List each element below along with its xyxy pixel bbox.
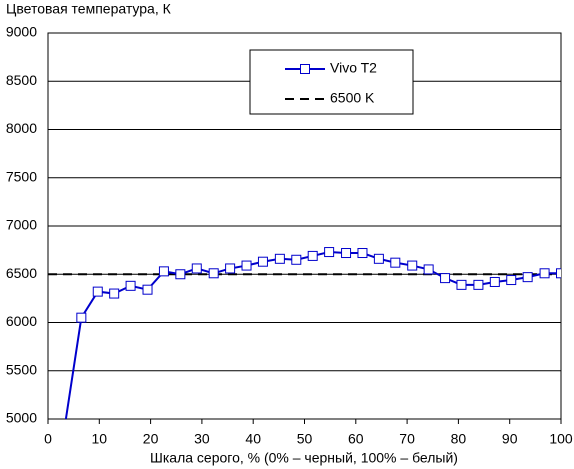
x-tick-label: 0 — [44, 431, 52, 447]
legend-box — [249, 49, 414, 115]
chart-title: Цветовая температура, К — [6, 1, 172, 17]
data-point — [556, 268, 561, 279]
y-tick-label: 6500 — [6, 265, 37, 281]
y-tick-label: 8500 — [6, 72, 37, 88]
y-tick-label: 5500 — [6, 361, 37, 377]
data-point — [225, 263, 236, 274]
x-tick-label: 90 — [502, 431, 518, 447]
series-line — [64, 251, 561, 419]
data-point — [390, 257, 401, 268]
data-point — [158, 266, 169, 277]
data-point — [92, 286, 103, 297]
x-tick-label: 40 — [245, 431, 261, 447]
data-point — [506, 275, 517, 286]
data-point — [324, 247, 335, 258]
legend-marker — [300, 64, 310, 74]
legend-label: 6500 K — [330, 90, 375, 106]
data-point — [489, 276, 500, 287]
data-point — [175, 269, 186, 280]
y-tick-label: 5000 — [6, 410, 37, 426]
y-tick-label: 9000 — [6, 24, 37, 40]
x-tick-label: 50 — [297, 431, 313, 447]
data-point — [473, 279, 484, 290]
x-tick-label: 10 — [92, 431, 108, 447]
data-point — [76, 312, 87, 323]
data-point — [440, 273, 451, 284]
data-point — [109, 288, 120, 299]
data-point — [307, 250, 318, 261]
data-point — [373, 253, 384, 264]
plot-frame — [47, 32, 562, 420]
data-point — [208, 268, 219, 279]
x-tick-label: 80 — [451, 431, 467, 447]
data-point — [241, 260, 252, 271]
y-tick-label: 7500 — [6, 168, 37, 184]
data-point — [142, 284, 153, 295]
data-point — [274, 253, 285, 264]
data-point — [125, 280, 136, 291]
data-point — [191, 263, 202, 274]
data-point — [423, 264, 434, 275]
x-axis-label: Шкала серого, % (0% – черный, 100% – бел… — [150, 450, 458, 466]
data-point — [257, 256, 268, 267]
data-point — [522, 272, 533, 283]
data-point — [539, 268, 550, 279]
data-point — [341, 248, 352, 259]
x-tick-label: 100 — [549, 431, 573, 447]
data-point — [357, 248, 368, 259]
legend-label: Vivo T2 — [330, 60, 377, 76]
y-tick-label: 8000 — [6, 120, 37, 136]
x-tick-label: 70 — [399, 431, 415, 447]
y-tick-label: 7000 — [6, 217, 37, 233]
x-tick-label: 30 — [194, 431, 210, 447]
data-point — [407, 260, 418, 271]
data-point — [291, 254, 302, 265]
plot-clip — [48, 247, 561, 433]
y-tick-label: 6000 — [6, 313, 37, 329]
x-tick-label: 60 — [348, 431, 364, 447]
data-point — [60, 424, 69, 433]
data-point — [456, 279, 467, 290]
x-tick-label: 20 — [143, 431, 159, 447]
